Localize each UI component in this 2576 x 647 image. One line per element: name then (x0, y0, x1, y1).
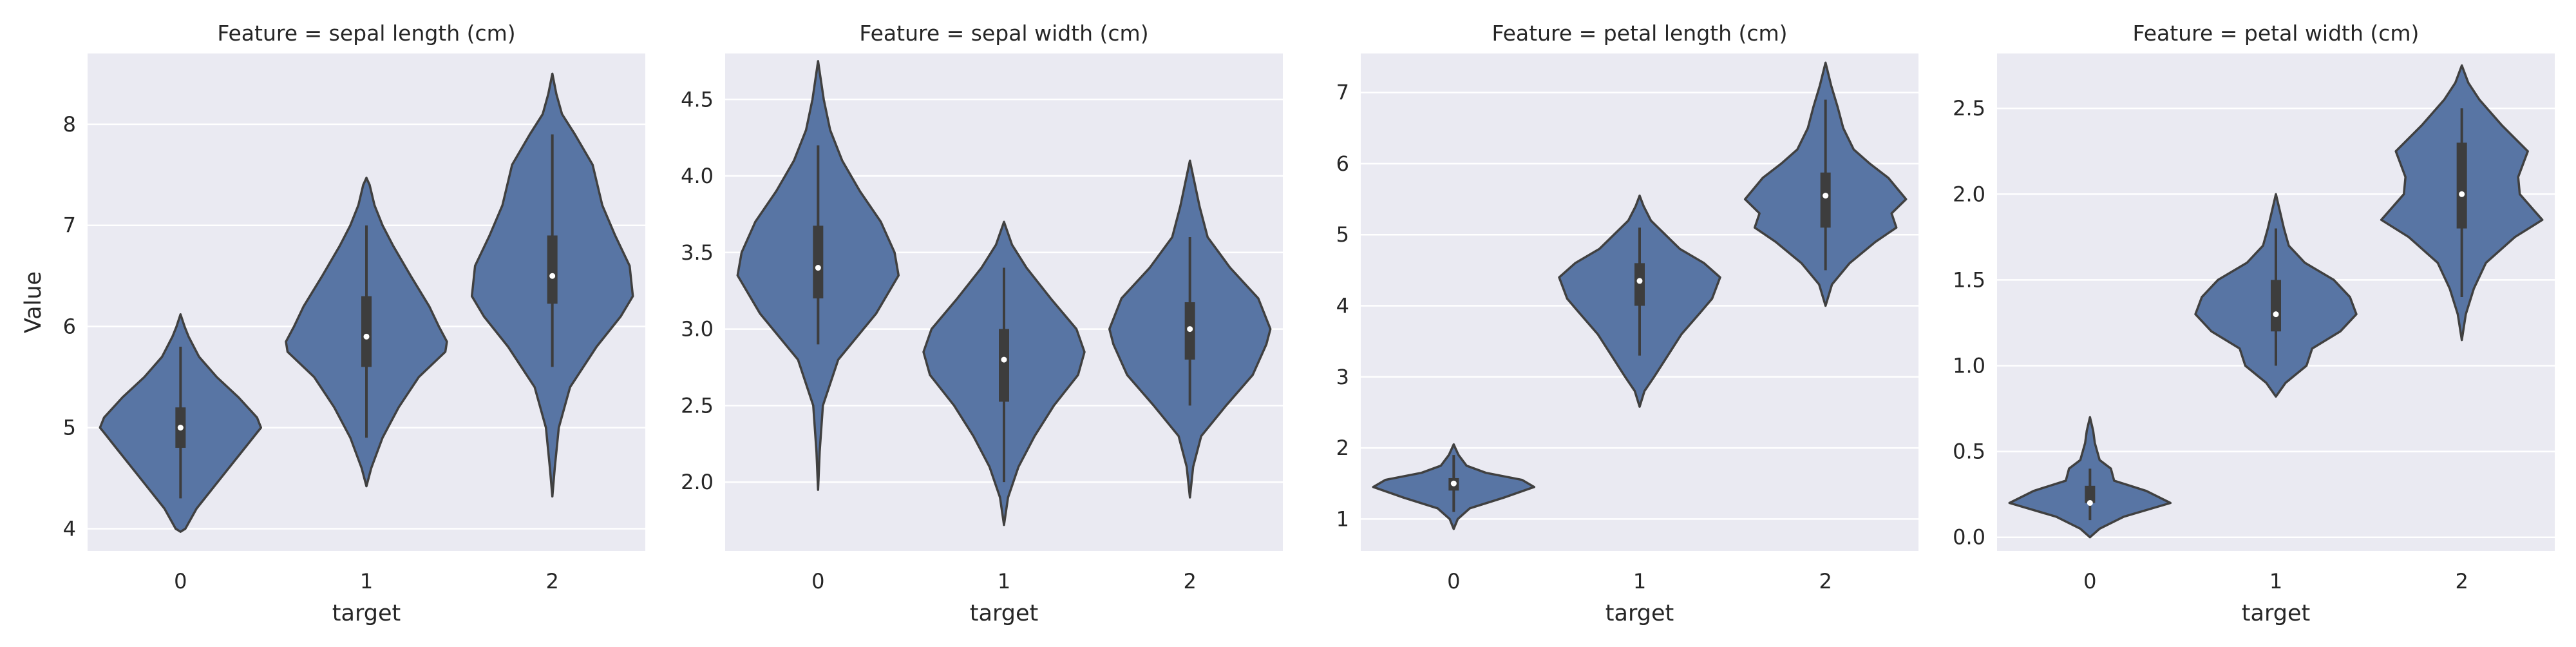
panel-2-ytick-label: 5 (1336, 222, 1349, 247)
panel-0-ylabel: Value (21, 271, 46, 333)
panel-2-ytick-label: 2 (1336, 436, 1349, 460)
panel-0-xtick-label: 1 (360, 569, 373, 594)
violin-0-0-median (177, 425, 184, 431)
panel-3-ytick-label: 1.5 (1953, 267, 1985, 292)
panel-2-ytick-label: 7 (1336, 81, 1349, 105)
panel-3-xlabel: target (2242, 601, 2310, 626)
panel-1-ytick-label: 2.5 (681, 393, 714, 418)
panel-2-ytick-label: 6 (1336, 151, 1349, 176)
panel-3-ytick-label: 0.5 (1953, 439, 1985, 464)
panel-2-title: Feature = petal length (cm) (1492, 21, 1787, 46)
panel-3-xtick-label: 1 (2269, 569, 2282, 594)
violin-0-2-median (549, 273, 556, 279)
violin-1-1-median (1001, 356, 1007, 363)
panel-3-ytick-label: 0.0 (1953, 525, 1985, 550)
panel-1-ytick-label: 4.0 (681, 164, 714, 188)
panel-1-xtick-label: 2 (1183, 569, 1196, 594)
panel-0-xtick-label: 0 (174, 569, 187, 594)
panel-2-xlabel: target (1605, 601, 1674, 626)
violin-2-1-iqr-box (1634, 263, 1645, 306)
panel-3-xtick-label: 2 (2455, 569, 2468, 594)
panel-1-xtick-label: 0 (811, 569, 824, 594)
panel-1-ytick-label: 3.5 (681, 240, 714, 265)
panel-2-ytick-label: 1 (1336, 507, 1349, 531)
violin-1-0-iqr-box (813, 226, 824, 299)
panel-1-title: Feature = sepal width (cm) (859, 21, 1148, 46)
violin-0-1-median (363, 333, 370, 340)
violin-3-1-median (2273, 311, 2279, 318)
violin-2-1-median (1636, 278, 1643, 284)
panel-3-ytick-label: 2.5 (1953, 96, 1985, 121)
violin-1-1-iqr-box (999, 329, 1009, 402)
violin-3-0-median (2087, 499, 2093, 506)
panel-0-xtick-label: 2 (545, 569, 558, 594)
panel-2-xtick-label: 2 (1819, 569, 1832, 594)
panel-0-ytick-label: 4 (63, 516, 76, 541)
panel-0-xlabel: target (332, 601, 401, 626)
panel-3-title: Feature = petal width (cm) (2133, 21, 2420, 46)
panel-1-ytick-label: 2.0 (681, 470, 714, 494)
violin-2-2-iqr-box (1820, 172, 1831, 228)
violin-0-2-iqr-box (547, 235, 558, 304)
violin-3-0-iqr-box (2085, 485, 2096, 503)
panel-1-xtick-label: 1 (998, 569, 1010, 594)
panel-2-ytick-label: 3 (1336, 365, 1349, 389)
panel-2-ytick-label: 4 (1336, 294, 1349, 318)
violin-0-1-iqr-box (361, 296, 372, 367)
panel-3-ytick-label: 1.0 (1953, 353, 1985, 378)
panel-1-xlabel: target (970, 601, 1038, 626)
panel-3-xtick-label: 0 (2083, 569, 2096, 594)
panel-0-title: Feature = sepal length (cm) (217, 21, 515, 46)
panel-0-ytick-label: 7 (63, 213, 76, 238)
panel-0-ytick-label: 8 (63, 112, 76, 137)
panel-1-ytick-label: 3.0 (681, 317, 714, 342)
violin-2-0-median (1450, 480, 1457, 487)
panel-2-xtick-label: 1 (1633, 569, 1646, 594)
violin-2-2-median (1823, 193, 1829, 199)
panel-3-ytick-label: 2.0 (1953, 182, 1985, 206)
panel-2-xtick-label: 0 (1447, 569, 1460, 594)
panel-1-ytick-label: 4.5 (681, 87, 714, 111)
violin-3-1-iqr-box (2271, 280, 2281, 332)
panel-0-ytick-label: 5 (63, 416, 76, 440)
violin-1-2-median (1187, 326, 1193, 333)
violin-1-0-median (815, 265, 821, 271)
violin-3-2-median (2459, 191, 2465, 197)
violin-3-2-iqr-box (2456, 142, 2467, 229)
panel-0-ytick-label: 6 (63, 314, 76, 339)
